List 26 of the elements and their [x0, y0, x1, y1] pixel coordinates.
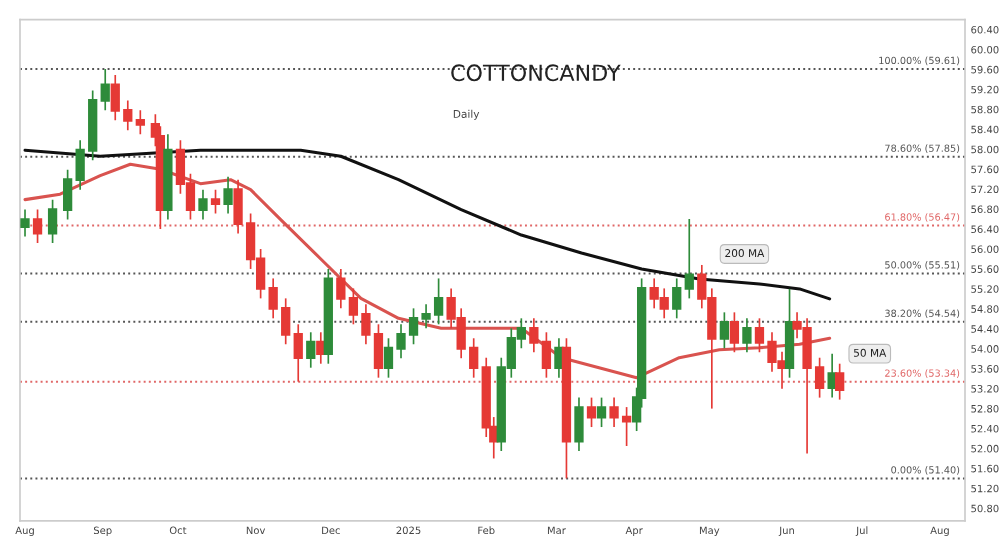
candlestick — [729, 311, 740, 354]
candlestick — [719, 311, 730, 350]
candlestick — [47, 198, 58, 244]
text: COTTONCANDY — [451, 64, 621, 82]
candlestick — [672, 277, 682, 320]
candlestick — [684, 218, 694, 300]
candlestick — [336, 268, 346, 310]
candlestick — [835, 362, 845, 401]
candlestick — [32, 208, 43, 244]
candlestick — [742, 317, 752, 354]
candlestick — [306, 331, 316, 369]
candlestick — [574, 396, 584, 452]
line-series — [23, 162, 832, 380]
candlestick — [135, 109, 145, 136]
candlestick — [784, 288, 795, 379]
candlestick — [223, 175, 233, 215]
candlestick — [100, 68, 110, 112]
candlestick — [596, 396, 607, 428]
line-series — [23, 148, 832, 301]
candlestick — [198, 188, 208, 221]
candlestick — [586, 396, 597, 428]
candlestick — [62, 168, 73, 221]
candlestick — [316, 331, 326, 365]
candlestick — [210, 188, 221, 215]
candlestick — [20, 208, 30, 238]
candlestick — [293, 323, 303, 383]
